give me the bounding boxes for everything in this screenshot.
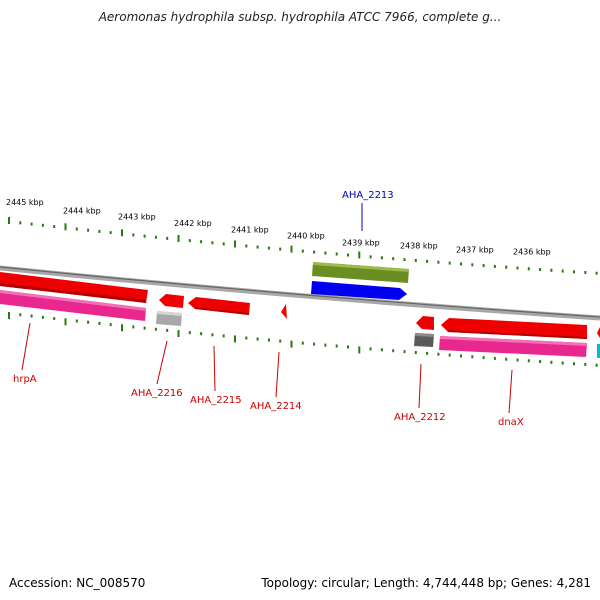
cds-feature-dnaX[interactable] (441, 318, 587, 339)
tick-label: 2441 kbp (231, 225, 269, 234)
leader-line-hrpA (21, 322, 31, 371)
gene-label-AHA_2214[interactable]: AHA_2214 (250, 401, 302, 412)
leader-line-AHA_2215 (213, 345, 216, 392)
leader-line-AHA_2214 (275, 351, 280, 398)
accession-text: Accession: NC_008570 (9, 576, 146, 590)
gene-label-hrpA[interactable]: hrpA (13, 374, 37, 385)
gene-feature-AHA_2216[interactable] (156, 311, 182, 326)
inner-tick-ruler (8, 312, 598, 367)
cds-feature-AHA_2215[interactable] (188, 297, 250, 315)
genome-backbone (0, 265, 600, 321)
map-title: Aeromonas hydrophila subsp. hydrophila A… (98, 10, 502, 24)
tick-label: 2443 kbp (118, 212, 156, 221)
gene-label-AHA_2212[interactable]: AHA_2212 (394, 412, 446, 423)
leader-line-AHA_2212 (418, 363, 422, 409)
cds-feature-AHA_2213[interactable] (311, 281, 407, 300)
cds-feature-hrpA[interactable] (0, 272, 148, 303)
tick-label: 2442 kbp (174, 219, 212, 228)
gene-label-dnaX[interactable]: dnaX (498, 417, 524, 428)
tick-label: 2438 kbp (400, 241, 438, 250)
tick-label: 2444 kbp (63, 206, 101, 215)
gene-label-AHA_2215[interactable]: AHA_2215 (190, 395, 242, 406)
cds-feature-edge-right[interactable] (597, 327, 600, 338)
tick-label: 2445 kbp (6, 198, 44, 207)
topology-summary-text: Topology: circular; Length: 4,744,448 bp… (261, 576, 591, 590)
cds-feature-AHA_2214[interactable] (281, 304, 287, 319)
tick-label: 2437 kbp (456, 246, 494, 255)
gene-label-AHA_2213[interactable]: AHA_2213 (342, 190, 394, 201)
tick-label: 2440 kbp (287, 232, 325, 241)
gene-label-AHA_2216[interactable]: AHA_2216 (131, 388, 183, 399)
tick-label: 2439 kbp (342, 239, 380, 248)
outer-tick-ruler: 2445 kbp 2444 kbp 2443 kbp 2442 kbp 2441 kbp… (6, 198, 598, 275)
cds-feature-AHA_2216[interactable] (159, 294, 184, 308)
gene-feature-AHA_2212[interactable] (414, 333, 434, 347)
leader-line-AHA_2216 (156, 340, 168, 385)
gene-feature-edge-right[interactable] (597, 344, 600, 358)
leader-line-dnaX (508, 369, 513, 414)
gene-feature-hrpA[interactable] (0, 290, 146, 321)
gene-feature-AHA_2213[interactable] (312, 262, 409, 283)
genome-backbone-edge (0, 266, 600, 318)
cds-feature-AHA_2212[interactable] (416, 316, 434, 330)
gene-feature-dnaX[interactable] (439, 336, 587, 357)
tick-label: 2436 kbp (513, 247, 551, 256)
